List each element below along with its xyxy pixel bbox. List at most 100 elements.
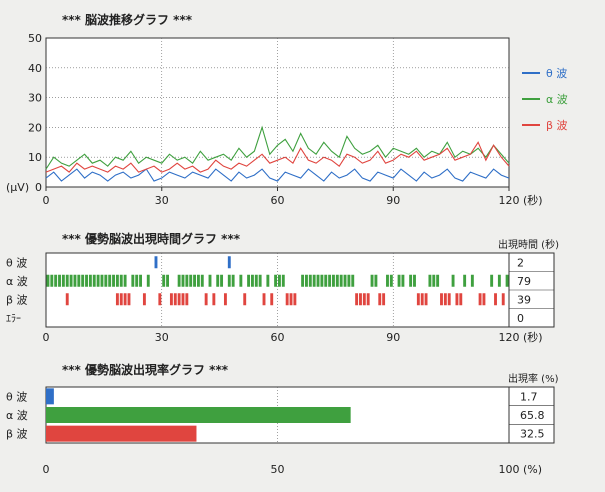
time-chart-mark: [274, 274, 278, 287]
rate-chart-x-tick-label: 50: [271, 463, 285, 476]
time-chart-mark: [440, 293, 443, 306]
time-chart-mark: [142, 293, 146, 306]
time-chart-mark: [374, 274, 378, 287]
time-chart-mark: [497, 274, 501, 287]
time-chart-mark: [69, 274, 73, 287]
time-chart-mark: [424, 293, 428, 306]
time-chart-mark: [46, 274, 50, 287]
time-chart-mark: [162, 274, 166, 287]
time-chart-mark: [312, 274, 316, 287]
time-chart-mark: [61, 274, 65, 287]
time-chart-mark: [123, 293, 127, 306]
time-chart-mark: [92, 274, 96, 287]
time-chart-mark: [470, 274, 474, 287]
rate-chart-bar: [46, 425, 197, 442]
line-chart-y-tick-label: 0: [35, 181, 42, 194]
time-chart-mark: [189, 274, 193, 287]
time-chart-mark: [127, 293, 131, 306]
time-chart-mark: [223, 293, 227, 306]
rate-chart-x-tick-label: 100: [499, 463, 520, 476]
time-chart-mark: [266, 274, 270, 287]
time-chart-row-count: 2: [517, 256, 524, 269]
time-chart-mark: [447, 293, 451, 306]
time-chart-mark: [88, 274, 92, 287]
time-chart-row-label: α 波: [6, 275, 28, 288]
time-chart-mark: [451, 274, 455, 287]
time-chart-row-count: 0: [517, 312, 524, 325]
time-chart-mark: [115, 274, 119, 287]
rate-chart: *** 優勢脳波出現率グラフ *** 出現率 (%) 0 50 100 (%) θ 波 1.7…: [6, 362, 559, 476]
legend-label: α 波: [546, 93, 568, 106]
time-chart-mark: [455, 293, 459, 306]
time-chart-mark: [335, 274, 339, 287]
rate-chart-value-label: 1.7: [520, 390, 538, 403]
time-chart-mark: [308, 274, 312, 287]
time-chart-mark: [181, 274, 185, 287]
time-chart-mark: [243, 293, 247, 306]
time-chart-mark: [119, 293, 123, 306]
time-chart-mark: [316, 274, 320, 287]
time-chart-mark: [247, 274, 251, 287]
time-chart-mark: [443, 293, 447, 306]
rate-chart-title: *** 優勢脳波出現率グラフ ***: [62, 362, 229, 377]
time-chart-mark: [347, 274, 351, 287]
legend-label: θ 波: [546, 67, 567, 80]
time-chart-mark: [359, 293, 362, 306]
time-chart-mark: [293, 293, 297, 306]
time-chart-mark: [428, 274, 432, 287]
line-chart-y-tick-label: 50: [28, 32, 42, 45]
time-chart-mark: [216, 274, 220, 287]
time-chart-mark: [204, 293, 208, 306]
line-chart-y-tick-label: 30: [28, 92, 42, 105]
time-chart-row-count: 39: [517, 293, 531, 306]
time-chart-row-label: θ 波: [6, 256, 27, 269]
time-chart-mark: [413, 274, 416, 287]
time-chart-mark: [220, 274, 224, 287]
time-chart-x-unit: (秒): [523, 330, 543, 344]
time-chart-mark: [355, 293, 359, 306]
time-chart-mark: [212, 293, 216, 306]
time-chart-mark: [409, 274, 413, 287]
time-chart-mark: [416, 293, 420, 306]
time-chart-mark: [378, 293, 382, 306]
time-chart-mark: [173, 293, 177, 306]
time-chart-mark: [382, 293, 386, 306]
time-chart-mark: [81, 274, 85, 287]
line-chart-x-tick-label: 0: [43, 194, 50, 207]
time-chart-mark: [332, 274, 335, 287]
time-chart-mark: [254, 274, 258, 287]
time-chart-x-tick-label: 90: [386, 331, 400, 344]
time-chart-mark: [401, 274, 405, 287]
time-chart-mark: [343, 274, 347, 287]
rate-chart-value-label: 32.5: [520, 428, 545, 441]
time-chart-mark: [389, 274, 393, 287]
time-chart-mark: [436, 274, 440, 287]
time-chart-mark: [478, 293, 482, 306]
time-chart-mark: [139, 274, 142, 287]
time-chart-mark: [397, 274, 401, 287]
time-chart-mark: [231, 274, 235, 287]
time-chart-mark: [73, 274, 77, 287]
time-chart-mark: [185, 293, 189, 306]
time-chart-x-tick-label: 120: [499, 331, 520, 344]
time-chart-mark: [227, 274, 231, 287]
time-chart-mark: [328, 274, 332, 287]
line-chart-y-tick-label: 20: [28, 121, 42, 134]
line-chart-y-tick-label: 10: [28, 151, 42, 164]
time-chart-mark: [193, 274, 197, 287]
time-chart-mark: [270, 293, 274, 306]
time-chart-mark: [320, 274, 324, 287]
time-chart-mark: [154, 256, 158, 269]
time-chart-mark: [208, 274, 212, 287]
time-chart-mark: [58, 274, 61, 287]
line-chart-y-label: (μV): [6, 181, 29, 194]
rate-chart-x-tick-label: 0: [43, 463, 50, 476]
time-chart-mark: [420, 293, 424, 306]
rate-chart-value-label: 65.8: [520, 409, 545, 422]
series-line: [45, 141, 510, 173]
time-chart-mark: [200, 274, 204, 287]
rate-chart-value-box: [508, 386, 555, 444]
rate-chart-bar: [46, 388, 54, 405]
